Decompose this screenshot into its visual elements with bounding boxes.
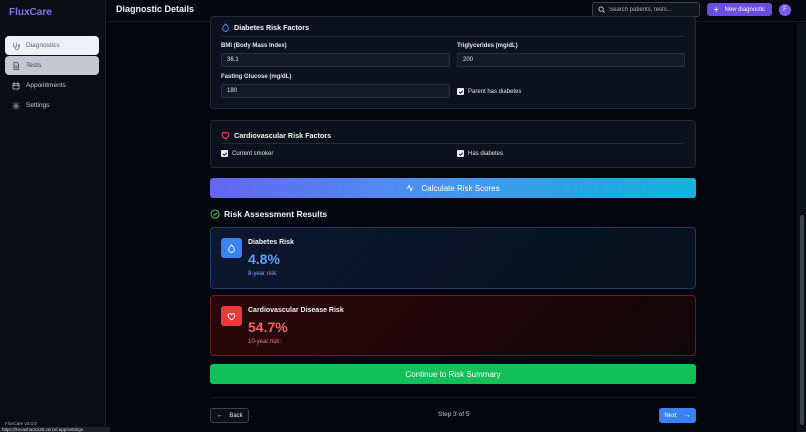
search-icon [598, 6, 605, 13]
status-url: https://kovashackn25.vercel.app/settings [0, 427, 110, 432]
sidebar-item-tests[interactable]: Tests [5, 56, 99, 75]
sidebar: FluxCare Diagnostics Tests Appointments … [0, 0, 106, 432]
checkbox-checked-icon [457, 150, 464, 157]
checkbox-label: Current smoker [232, 150, 274, 157]
calculate-risk-button[interactable]: Calculate Risk Scores [210, 178, 696, 198]
diabetes-risk-name: Diabetes Risk [248, 239, 294, 246]
checkbox-label: Has diabetes [468, 150, 504, 157]
sidebar-nav: Diagnostics Tests Appointments Settings [5, 36, 99, 116]
checkbox-checked-icon [221, 150, 228, 157]
sidebar-item-diagnostics[interactable]: Diagnostics [5, 36, 99, 55]
plus-icon: + [713, 5, 719, 14]
droplet-icon [221, 238, 242, 258]
checkbox-checked-icon [457, 88, 464, 95]
cardio-factors-title: Cardiovascular Risk Factors [221, 131, 331, 140]
cardio-risk-value: 54.7% [248, 319, 288, 335]
diabetes-risk-value: 4.8% [248, 251, 280, 267]
diabetes-factors-title: Diabetes Risk Factors [221, 23, 309, 32]
checkbox-label: Parent has diabetes [468, 88, 522, 95]
has-diabetes-checkbox[interactable]: Has diabetes [457, 150, 503, 157]
triglycerides-field[interactable]: 200 [457, 53, 685, 67]
bmi-label: BMI (Body Mass Index) [221, 43, 287, 49]
results-heading: Risk Assessment Results [210, 209, 327, 219]
step-indicator: Step 3 of 5 [438, 411, 470, 418]
heart-icon [221, 306, 242, 326]
next-label: Next [664, 412, 677, 419]
heart-icon [221, 132, 230, 140]
cardio-risk-name: Cardiovascular Disease Risk [248, 307, 344, 314]
arrow-right-icon: → [683, 412, 691, 419]
new-diagnostic-button[interactable]: + New diagnostic [707, 3, 772, 16]
avatar[interactable]: F [779, 4, 791, 16]
next-button[interactable]: Next → [659, 408, 696, 423]
sidebar-item-label: Diagnostics [26, 42, 60, 49]
page-title: Diagnostic Details [116, 4, 195, 14]
stethoscope-icon [12, 42, 20, 50]
back-label: Back [229, 412, 243, 419]
sidebar-item-appointments[interactable]: Appointments [5, 76, 99, 95]
glucose-label: Fasting Glucose (mg/dL) [221, 74, 292, 80]
results-title-text: Risk Assessment Results [224, 209, 328, 219]
bmi-field[interactable]: 36.1 [221, 53, 450, 67]
cardio-risk-card [210, 295, 696, 356]
search-input[interactable] [609, 6, 699, 13]
cardio-factors-card [210, 120, 696, 168]
triglycerides-label: Triglycerides (mg/dL) [457, 43, 518, 49]
check-circle-icon [210, 209, 220, 219]
back-button[interactable]: ← Back [210, 408, 249, 423]
footer-divider [210, 397, 696, 398]
divider [221, 36, 684, 37]
calculate-label: Calculate Risk Scores [421, 183, 500, 193]
app-logo[interactable]: FluxCare [9, 7, 52, 18]
search-box[interactable] [592, 2, 700, 17]
activity-icon [406, 184, 414, 192]
sidebar-item-label: Appointments [26, 82, 66, 89]
sidebar-item-settings[interactable]: Settings [5, 96, 99, 115]
diabetes-risk-card [210, 227, 696, 289]
gear-icon [12, 102, 20, 110]
arrow-left-icon: ← [216, 412, 224, 419]
parent-diabetes-checkbox[interactable]: Parent has diabetes [457, 88, 521, 95]
card-title-text: Cardiovascular Risk Factors [234, 131, 332, 140]
card-title-text: Diabetes Risk Factors [234, 23, 310, 32]
sidebar-item-label: Tests [26, 62, 42, 69]
divider [221, 143, 684, 144]
glucose-field[interactable]: 180 [221, 84, 450, 98]
sidebar-item-label: Settings [26, 102, 50, 109]
calendar-icon [12, 82, 20, 90]
continue-summary-button[interactable]: Continue to Risk Summary [210, 364, 696, 384]
app-version: FluxCare v3.0.0 [5, 421, 37, 426]
scrollbar-thumb[interactable] [800, 215, 804, 425]
smoker-checkbox[interactable]: Current smoker [221, 150, 273, 157]
droplet-icon [222, 23, 229, 32]
cardio-risk-horizon: 10-year risk: [248, 339, 282, 345]
new-diagnostic-label: New diagnostic [724, 6, 766, 13]
document-icon [12, 61, 20, 70]
diabetes-risk-horizon: 8-year risk: [248, 271, 278, 277]
